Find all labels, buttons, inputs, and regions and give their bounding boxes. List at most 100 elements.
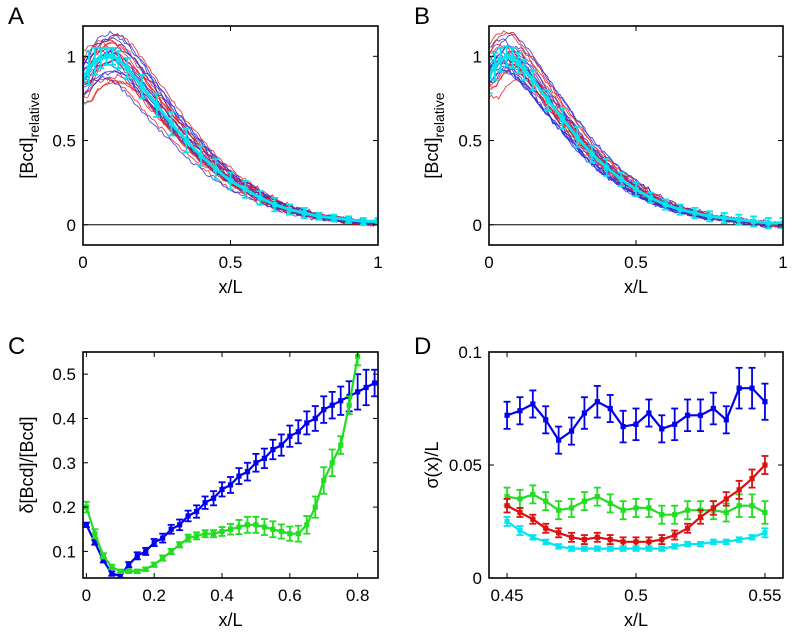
- data-point: [545, 97, 551, 103]
- data-point: [633, 546, 639, 552]
- data-point: [261, 524, 268, 530]
- series-blue: [503, 366, 769, 455]
- data-point: [648, 195, 654, 201]
- panel-letter: C: [8, 333, 25, 360]
- data-point: [530, 491, 536, 497]
- data-point: [492, 63, 498, 70]
- data-point: [278, 528, 284, 535]
- data-point: [581, 410, 588, 416]
- series-blue: [83, 368, 378, 578]
- data-point: [160, 535, 166, 541]
- data-point: [672, 532, 678, 538]
- data-point: [543, 417, 549, 423]
- data-point: [659, 426, 665, 432]
- x-tick-label: 1: [778, 253, 787, 272]
- data-point: [295, 531, 301, 537]
- data-point: [168, 548, 174, 555]
- data-point: [92, 531, 98, 537]
- plot-area: [83, 30, 378, 228]
- data-point: [723, 417, 729, 423]
- data-point: [270, 526, 276, 532]
- data-point: [219, 486, 225, 492]
- data-point: [589, 151, 595, 157]
- y-tick-label: 0.05: [449, 456, 482, 475]
- data-point: [574, 134, 580, 140]
- data-point: [509, 55, 516, 61]
- data-point: [706, 213, 713, 219]
- data-point: [109, 53, 116, 59]
- data-point: [780, 220, 783, 226]
- data-point: [762, 399, 768, 405]
- data-point: [126, 562, 132, 568]
- data-point: [684, 412, 691, 418]
- data-point: [272, 201, 278, 208]
- data-point: [762, 462, 768, 468]
- panel-letter: A: [8, 3, 24, 30]
- data-point: [109, 570, 115, 577]
- data-point: [253, 522, 259, 528]
- x-tick-label: 0: [78, 253, 87, 272]
- data-point: [154, 102, 160, 108]
- data-point: [304, 522, 310, 528]
- data-point: [517, 408, 523, 414]
- data-point: [183, 137, 189, 144]
- x-tick-label: 0.45: [491, 586, 524, 605]
- x-axis-label: x/L: [624, 610, 648, 630]
- data-point: [530, 534, 536, 540]
- data-point: [543, 539, 549, 545]
- individual-profile-line: [83, 54, 378, 226]
- data-point: [257, 195, 263, 201]
- data-point: [329, 402, 335, 408]
- data-point: [672, 421, 678, 427]
- x-tick-label: 0.2: [142, 586, 166, 605]
- data-point: [489, 73, 492, 80]
- data-point: [168, 121, 175, 127]
- data-point: [710, 505, 716, 511]
- data-point: [117, 573, 123, 578]
- individual-profile-line: [489, 33, 783, 227]
- data-point: [594, 534, 600, 540]
- data-point: [338, 398, 344, 404]
- data-point: [633, 539, 639, 545]
- y-axis-label: [Bcd]relative: [422, 92, 447, 178]
- data-point: [168, 526, 174, 532]
- x-tick-label: 0.5: [624, 253, 648, 272]
- data-point: [236, 473, 242, 479]
- data-point: [134, 553, 140, 559]
- data-point: [185, 535, 191, 541]
- x-axis-label: x/L: [218, 277, 242, 297]
- individual-profile-line: [489, 79, 783, 228]
- individual-profile-line: [83, 75, 378, 225]
- data-point: [242, 186, 248, 193]
- data-point: [517, 509, 523, 516]
- data-point: [202, 500, 208, 506]
- data-point: [736, 385, 742, 391]
- data-point: [684, 541, 691, 547]
- panel-letter: D: [414, 333, 431, 360]
- data-point: [659, 546, 665, 552]
- data-point: [177, 542, 183, 548]
- individual-profile-line: [83, 61, 378, 226]
- data-point: [607, 405, 613, 412]
- y-tick-label: 0: [67, 216, 76, 235]
- series-green: [83, 352, 362, 575]
- data-point: [312, 504, 318, 510]
- data-point: [692, 210, 698, 216]
- data-point: [646, 539, 652, 545]
- data-point: [504, 53, 510, 59]
- data-point: [751, 218, 757, 225]
- data-point: [331, 215, 337, 221]
- data-point: [749, 475, 755, 482]
- data-point: [530, 516, 536, 522]
- data-point: [316, 213, 322, 219]
- individual-profile-line: [83, 80, 378, 227]
- x-tick-label: 1: [373, 253, 382, 272]
- data-point: [227, 178, 234, 184]
- data-point: [594, 399, 600, 405]
- panel-c: 0 0.2 0.4 0.6 0.8 0.1 0.2 0.3 0.4 0.5 x/L δ[Bcd]/[B…: [8, 333, 379, 630]
- x-tick-label: 0.8: [346, 586, 370, 605]
- data-point: [762, 509, 768, 516]
- data-point: [244, 469, 251, 475]
- data-point: [98, 55, 104, 61]
- y-tick-label: 0.5: [458, 132, 482, 151]
